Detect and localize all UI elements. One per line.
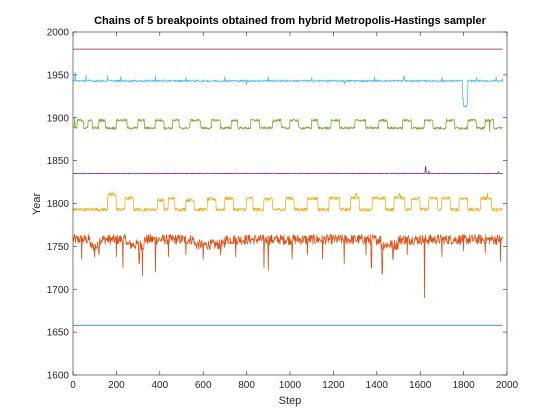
y-tick-label: 1750 <box>47 242 70 253</box>
x-tick-label: 1000 <box>279 380 302 391</box>
series-line-2 <box>72 233 504 299</box>
x-tick-label: 200 <box>108 380 125 391</box>
x-axis-ticks: 0 200 400 600 800 1000 1200 1400 1600 1800 2000 <box>70 32 519 391</box>
series-line-6 <box>72 71 504 108</box>
x-tick-label: 1600 <box>409 380 432 391</box>
y-axis-ticks: 1600 1650 1700 1750 1800 1850 1900 1950 2000 <box>47 28 507 382</box>
y-tick-label: 1700 <box>47 285 70 296</box>
series-line-4 <box>72 166 503 175</box>
x-axis-label: Step <box>279 395 302 407</box>
y-tick-label: 1900 <box>47 113 70 124</box>
y-tick-label: 2000 <box>47 28 70 39</box>
plot-lines <box>72 48 504 326</box>
series-line-5 <box>72 117 503 132</box>
series-line-3 <box>72 191 503 213</box>
chart-title: Chains of 5 breakpoints obtained from hy… <box>94 15 486 27</box>
x-tick-label: 1800 <box>452 380 475 391</box>
x-tick-label: 400 <box>151 380 168 391</box>
x-tick-label: 800 <box>238 380 255 391</box>
x-tick-label: 2000 <box>496 380 519 391</box>
y-axis-label: Year <box>31 193 43 216</box>
y-tick-label: 1950 <box>47 70 70 81</box>
x-tick-label: 0 <box>70 380 76 391</box>
x-tick-label: 1400 <box>366 380 389 391</box>
y-tick-label: 1800 <box>47 199 70 210</box>
x-tick-label: 600 <box>195 380 212 391</box>
y-tick-label: 1650 <box>47 328 70 339</box>
y-tick-label: 1850 <box>47 156 70 167</box>
x-tick-label: 1200 <box>322 380 345 391</box>
y-tick-label: 1600 <box>47 371 70 382</box>
